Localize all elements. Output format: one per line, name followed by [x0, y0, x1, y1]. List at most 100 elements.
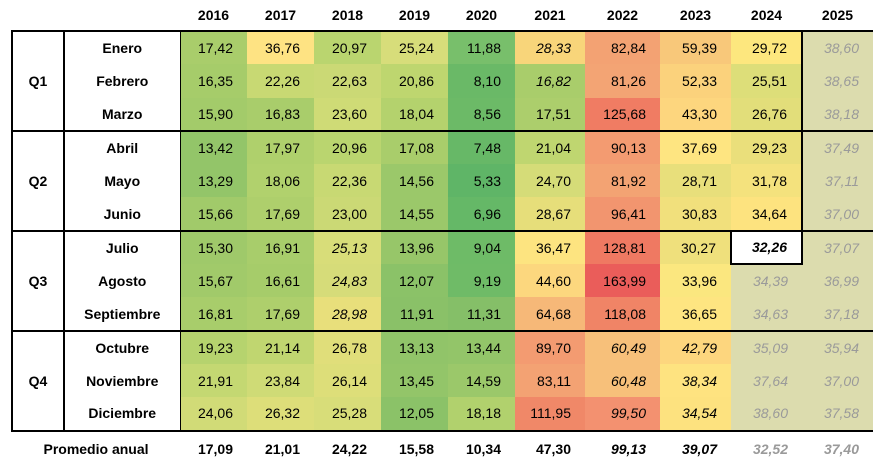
value-cell[interactable]: 28,67: [515, 197, 585, 232]
value-cell[interactable]: 38,65: [802, 64, 873, 98]
value-cell[interactable]: 25,24: [381, 29, 448, 65]
value-cell[interactable]: 29,72: [731, 29, 803, 65]
value-cell[interactable]: 6,96: [448, 197, 515, 232]
value-cell[interactable]: 32,26: [730, 229, 803, 266]
value-cell[interactable]: 128,81: [585, 229, 660, 265]
value-cell[interactable]: 16,91: [247, 229, 314, 265]
value-cell[interactable]: 16,61: [247, 264, 314, 298]
value-cell[interactable]: 99,50: [585, 397, 660, 432]
value-cell[interactable]: 15,66: [180, 197, 247, 232]
value-cell[interactable]: 26,78: [314, 329, 381, 364]
value-cell[interactable]: 24,70: [515, 164, 585, 198]
value-cell[interactable]: 52,33: [660, 64, 731, 98]
value-cell[interactable]: 34,63: [731, 297, 802, 332]
value-cell[interactable]: 15,67: [180, 264, 247, 298]
value-cell[interactable]: 37,18: [802, 297, 873, 332]
value-cell[interactable]: 30,83: [660, 197, 731, 232]
value-cell[interactable]: 111,95: [515, 397, 585, 432]
value-cell[interactable]: 60,49: [585, 329, 660, 364]
value-cell[interactable]: 16,82: [515, 64, 585, 98]
value-cell[interactable]: 37,00: [802, 197, 873, 232]
value-cell[interactable]: 18,06: [247, 164, 314, 198]
value-cell[interactable]: 13,29: [180, 164, 247, 198]
value-cell[interactable]: 37,00: [802, 363, 873, 398]
value-cell[interactable]: 21,91: [180, 363, 247, 398]
value-cell[interactable]: 20,97: [314, 29, 381, 65]
value-cell[interactable]: 30,27: [660, 229, 731, 265]
value-cell[interactable]: 13,42: [180, 129, 247, 165]
value-cell[interactable]: 33,96: [660, 264, 731, 298]
value-cell[interactable]: 5,33: [448, 164, 515, 198]
value-cell[interactable]: 26,14: [314, 363, 381, 398]
value-cell[interactable]: 14,59: [448, 363, 515, 398]
value-cell[interactable]: 17,42: [180, 29, 247, 65]
value-cell[interactable]: 37,58: [802, 397, 873, 432]
value-cell[interactable]: 31,78: [731, 164, 803, 198]
value-cell[interactable]: 36,47: [515, 229, 585, 265]
value-cell[interactable]: 18,18: [448, 397, 515, 432]
value-cell[interactable]: 16,81: [180, 297, 247, 332]
value-cell[interactable]: 13,45: [381, 363, 448, 398]
value-cell[interactable]: 36,99: [802, 264, 873, 298]
value-cell[interactable]: 37,69: [660, 129, 731, 165]
value-cell[interactable]: 25,51: [731, 64, 803, 98]
value-cell[interactable]: 44,60: [515, 264, 585, 298]
value-cell[interactable]: 35,94: [802, 329, 873, 364]
value-cell[interactable]: 38,18: [802, 97, 873, 132]
value-cell[interactable]: 22,63: [314, 64, 381, 98]
value-cell[interactable]: 37,07: [802, 229, 873, 265]
value-cell[interactable]: 163,99: [585, 264, 660, 298]
value-cell[interactable]: 20,96: [314, 129, 381, 165]
value-cell[interactable]: 9,04: [448, 229, 515, 265]
value-cell[interactable]: 20,86: [381, 64, 448, 98]
value-cell[interactable]: 37,49: [802, 129, 873, 165]
value-cell[interactable]: 24,83: [314, 264, 381, 298]
value-cell[interactable]: 17,51: [515, 97, 585, 132]
value-cell[interactable]: 24,06: [180, 397, 247, 432]
value-cell[interactable]: 14,56: [381, 164, 448, 198]
value-cell[interactable]: 36,76: [247, 29, 314, 65]
value-cell[interactable]: 42,79: [660, 329, 731, 364]
value-cell[interactable]: 34,54: [660, 397, 731, 432]
value-cell[interactable]: 22,36: [314, 164, 381, 198]
value-cell[interactable]: 82,84: [585, 29, 660, 65]
value-cell[interactable]: 35,09: [731, 329, 802, 364]
value-cell[interactable]: 26,76: [731, 97, 803, 132]
value-cell[interactable]: 13,13: [381, 329, 448, 364]
value-cell[interactable]: 17,08: [381, 129, 448, 165]
value-cell[interactable]: 96,41: [585, 197, 660, 232]
value-cell[interactable]: 18,04: [381, 97, 448, 132]
value-cell[interactable]: 38,60: [802, 29, 873, 65]
value-cell[interactable]: 11,31: [448, 297, 515, 332]
value-cell[interactable]: 34,64: [731, 197, 803, 232]
value-cell[interactable]: 37,11: [802, 164, 873, 198]
value-cell[interactable]: 12,05: [381, 397, 448, 432]
value-cell[interactable]: 25,13: [314, 229, 381, 265]
value-cell[interactable]: 118,08: [585, 297, 660, 332]
value-cell[interactable]: 64,68: [515, 297, 585, 332]
value-cell[interactable]: 28,33: [515, 29, 585, 65]
value-cell[interactable]: 43,30: [660, 97, 731, 132]
value-cell[interactable]: 15,90: [180, 97, 247, 132]
value-cell[interactable]: 23,84: [247, 363, 314, 398]
value-cell[interactable]: 17,97: [247, 129, 314, 165]
value-cell[interactable]: 22,26: [247, 64, 314, 98]
value-cell[interactable]: 16,83: [247, 97, 314, 132]
value-cell[interactable]: 7,48: [448, 129, 515, 165]
value-cell[interactable]: 21,04: [515, 129, 585, 165]
value-cell[interactable]: 38,34: [660, 363, 731, 398]
value-cell[interactable]: 36,65: [660, 297, 731, 332]
value-cell[interactable]: 12,07: [381, 264, 448, 298]
value-cell[interactable]: 16,35: [180, 64, 247, 98]
value-cell[interactable]: 34,39: [731, 264, 802, 298]
value-cell[interactable]: 60,48: [585, 363, 660, 398]
value-cell[interactable]: 17,69: [247, 297, 314, 332]
value-cell[interactable]: 11,88: [448, 29, 515, 65]
value-cell[interactable]: 89,70: [515, 329, 585, 364]
value-cell[interactable]: 59,39: [660, 29, 731, 65]
value-cell[interactable]: 28,71: [660, 164, 731, 198]
value-cell[interactable]: 8,10: [448, 64, 515, 98]
value-cell[interactable]: 90,13: [585, 129, 660, 165]
value-cell[interactable]: 13,96: [381, 229, 448, 265]
value-cell[interactable]: 15,30: [180, 229, 247, 265]
